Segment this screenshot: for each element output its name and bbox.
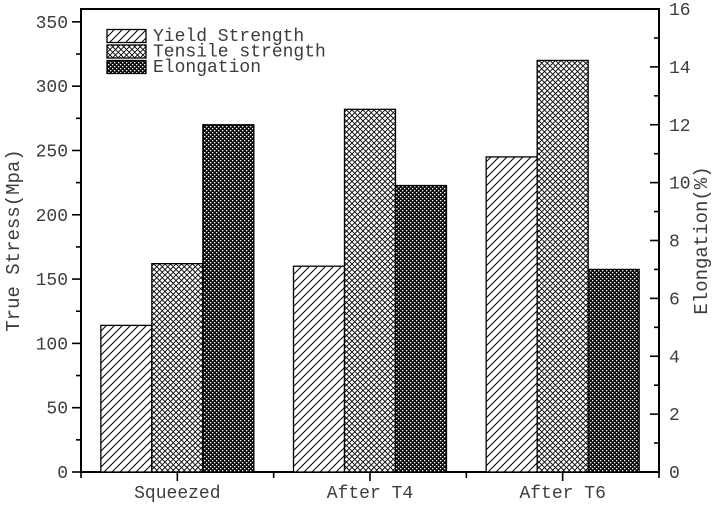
right-axis-tick-label: 12 <box>669 117 691 137</box>
legend-swatch-elongation <box>106 59 147 75</box>
legend-swatch-yield-strength <box>106 28 147 44</box>
bar-elongation-squeezed <box>202 124 255 473</box>
bar-yield-strength-after-t4 <box>292 265 346 473</box>
left-axis-tick-label: 150 <box>36 271 68 291</box>
bar-tensile-strength-squeezed <box>151 262 204 473</box>
right-axis-tick-label: 10 <box>669 175 691 195</box>
legend-label-tensile-strength: Tensile strength <box>153 43 326 63</box>
left-axis-tick-label: 300 <box>36 78 68 98</box>
bar-tensile-strength-after-t4 <box>343 108 397 473</box>
legend-swatch-tensile-strength <box>106 44 147 59</box>
left-axis-title: True Stress(Mpa) <box>3 149 25 331</box>
left-axis-tick-label: 350 <box>36 14 68 34</box>
x-axis-category-label-after-t4: After T4 <box>327 484 413 504</box>
right-axis-tick-label: 4 <box>669 348 680 368</box>
right-axis-tick-label: 8 <box>669 233 680 253</box>
legend-label-yield-strength: Yield Strength <box>153 27 304 47</box>
left-axis-tick-label: 200 <box>36 207 68 227</box>
bar-tensile-strength-after-t6 <box>536 59 589 473</box>
left-axis-tick-label: 250 <box>36 142 68 162</box>
right-axis-tick-label: 6 <box>669 290 680 310</box>
x-axis-category-label-after-t6: After T6 <box>519 484 605 504</box>
left-axis-tick-label: 50 <box>46 400 68 420</box>
left-axis-tick-label: 100 <box>36 335 68 355</box>
bar-yield-strength-squeezed <box>100 324 153 473</box>
bar-elongation-after-t6 <box>587 268 640 473</box>
bar-yield-strength-after-t6 <box>485 156 538 473</box>
right-axis-tick-label: 0 <box>669 464 680 484</box>
right-axis-tick-label: 16 <box>669 1 691 21</box>
left-axis-tick-label: 0 <box>57 464 68 484</box>
legend-label-elongation: Elongation <box>153 58 261 78</box>
x-axis-category-label-squeezed: Squeezed <box>134 484 220 504</box>
bar-elongation-after-t4 <box>394 184 448 473</box>
right-axis-tick-label: 2 <box>669 406 680 426</box>
right-axis-title: Elongation(%) <box>691 166 713 314</box>
right-axis-tick-label: 14 <box>669 59 691 79</box>
